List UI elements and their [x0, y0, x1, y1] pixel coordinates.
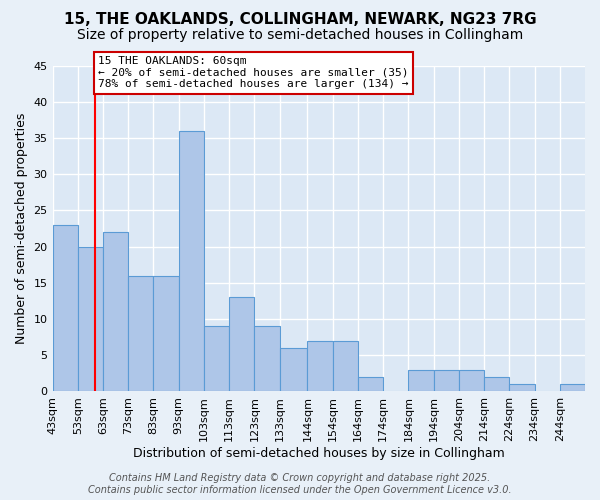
Bar: [204, 326, 229, 392]
Bar: [128, 276, 154, 392]
Bar: [53, 225, 78, 392]
Bar: [434, 370, 459, 392]
Bar: [560, 384, 585, 392]
Bar: [254, 326, 280, 392]
Text: Contains HM Land Registry data © Crown copyright and database right 2025.
Contai: Contains HM Land Registry data © Crown c…: [88, 474, 512, 495]
Text: 15 THE OAKLANDS: 60sqm
← 20% of semi-detached houses are smaller (35)
78% of sem: 15 THE OAKLANDS: 60sqm ← 20% of semi-det…: [98, 56, 409, 90]
Bar: [280, 348, 307, 392]
Bar: [484, 377, 509, 392]
Y-axis label: Number of semi-detached properties: Number of semi-detached properties: [15, 113, 28, 344]
Bar: [154, 276, 179, 392]
Bar: [332, 341, 358, 392]
Text: 15, THE OAKLANDS, COLLINGHAM, NEWARK, NG23 7RG: 15, THE OAKLANDS, COLLINGHAM, NEWARK, NG…: [64, 12, 536, 28]
Bar: [229, 298, 254, 392]
Bar: [307, 341, 332, 392]
Bar: [78, 246, 103, 392]
Bar: [409, 370, 434, 392]
Bar: [459, 370, 484, 392]
Bar: [103, 232, 128, 392]
X-axis label: Distribution of semi-detached houses by size in Collingham: Distribution of semi-detached houses by …: [133, 447, 505, 460]
Bar: [358, 377, 383, 392]
Text: Size of property relative to semi-detached houses in Collingham: Size of property relative to semi-detach…: [77, 28, 523, 42]
Bar: [509, 384, 535, 392]
Bar: [179, 130, 204, 392]
